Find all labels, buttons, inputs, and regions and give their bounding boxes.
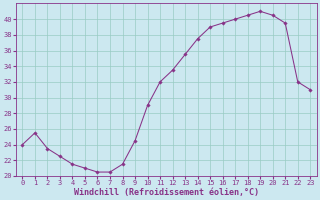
X-axis label: Windchill (Refroidissement éolien,°C): Windchill (Refroidissement éolien,°C) bbox=[74, 188, 259, 197]
